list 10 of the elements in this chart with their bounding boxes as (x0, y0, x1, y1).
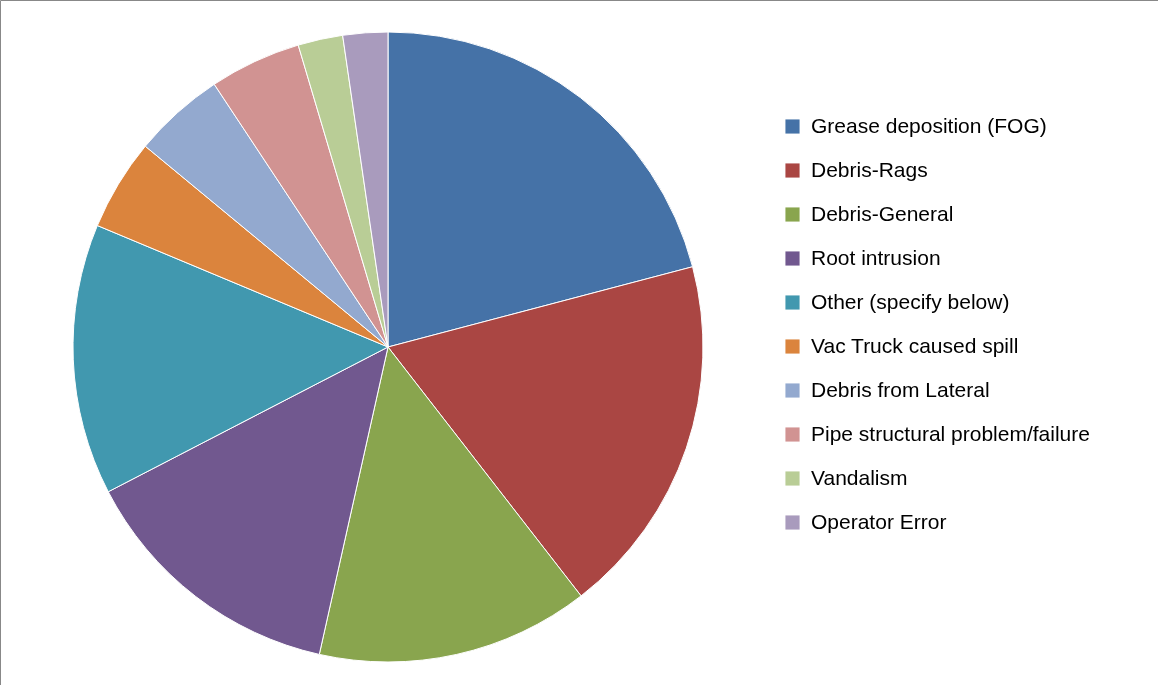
legend-label: Other (specify below) (811, 289, 1010, 313)
legend-label: Operator Error (811, 509, 947, 533)
legend-label: Vandalism (811, 465, 908, 489)
legend-label: Vac Truck caused spill (811, 333, 1019, 357)
legend-label: Root intrusion (811, 245, 941, 269)
legend-label: Debris from Lateral (811, 377, 990, 401)
legend-label: Grease deposition (FOG) (811, 113, 1047, 137)
legend-label: Debris-General (811, 201, 954, 225)
legend-label: Debris-Rags (811, 157, 928, 181)
legend-label: Pipe structural problem/failure (811, 421, 1090, 445)
